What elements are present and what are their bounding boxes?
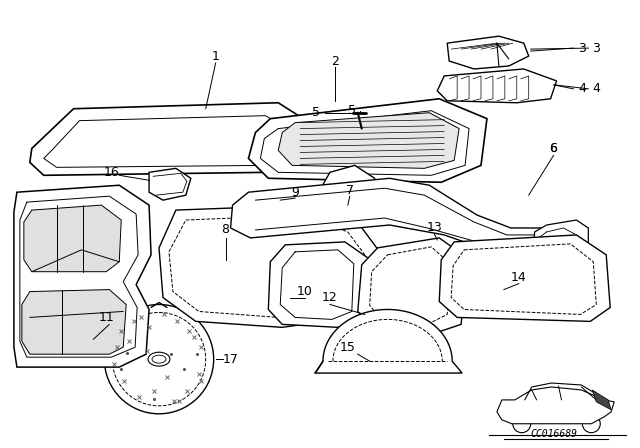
Polygon shape <box>318 165 374 210</box>
Polygon shape <box>439 235 610 321</box>
Polygon shape <box>230 178 577 258</box>
Ellipse shape <box>152 355 166 363</box>
Circle shape <box>266 191 284 209</box>
Text: 5: 5 <box>312 106 320 119</box>
Circle shape <box>311 254 319 262</box>
Text: 15: 15 <box>340 341 356 354</box>
Text: 8: 8 <box>221 224 230 237</box>
Circle shape <box>513 415 531 433</box>
Text: 17: 17 <box>223 353 239 366</box>
Circle shape <box>341 185 355 199</box>
Text: 4: 4 <box>593 82 600 95</box>
Polygon shape <box>149 168 191 200</box>
Circle shape <box>582 415 600 433</box>
Text: 1: 1 <box>212 50 220 63</box>
Polygon shape <box>278 113 459 168</box>
Text: 6: 6 <box>550 142 557 155</box>
Text: 3: 3 <box>593 42 600 55</box>
Polygon shape <box>268 242 368 327</box>
Polygon shape <box>358 238 467 334</box>
Polygon shape <box>315 310 462 373</box>
Ellipse shape <box>148 352 170 366</box>
Text: 9: 9 <box>291 186 299 199</box>
Polygon shape <box>159 205 380 327</box>
Polygon shape <box>592 390 611 410</box>
Text: 2: 2 <box>331 55 339 68</box>
Polygon shape <box>534 220 588 255</box>
Text: 7: 7 <box>346 184 354 197</box>
Polygon shape <box>24 205 121 271</box>
Circle shape <box>19 232 25 238</box>
Polygon shape <box>248 99 487 182</box>
Polygon shape <box>497 387 614 424</box>
Text: 12: 12 <box>322 291 338 304</box>
Polygon shape <box>22 289 126 354</box>
Text: 5: 5 <box>348 104 356 117</box>
Text: 11: 11 <box>99 311 114 324</box>
Polygon shape <box>30 103 322 175</box>
Text: 14: 14 <box>511 271 527 284</box>
Circle shape <box>19 249 25 255</box>
Text: CC016689: CC016689 <box>530 429 577 439</box>
Polygon shape <box>14 185 151 367</box>
Polygon shape <box>447 36 529 69</box>
Polygon shape <box>437 69 557 103</box>
Ellipse shape <box>298 271 332 293</box>
Circle shape <box>271 196 279 204</box>
Text: 10: 10 <box>297 285 313 298</box>
Circle shape <box>104 305 214 414</box>
Text: 13: 13 <box>426 221 442 234</box>
Text: 16: 16 <box>104 166 119 179</box>
Circle shape <box>19 215 25 221</box>
Text: 6: 6 <box>550 142 557 155</box>
Text: 3: 3 <box>579 42 586 55</box>
Text: 4: 4 <box>579 82 586 95</box>
